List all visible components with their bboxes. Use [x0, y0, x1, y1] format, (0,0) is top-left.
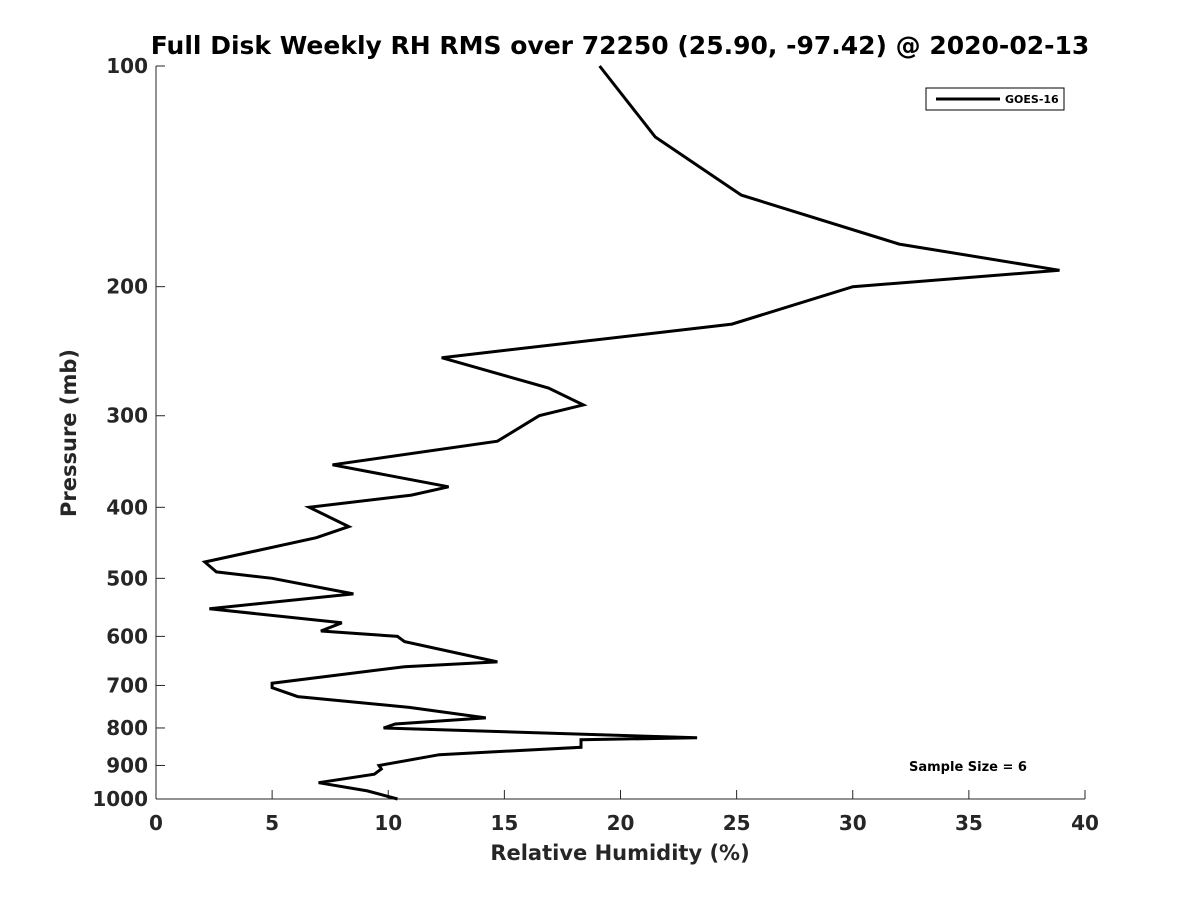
y-tick-label: 100 — [106, 54, 148, 78]
y-axis-label: Pressure (mb) — [57, 349, 81, 517]
y-tick-label: 800 — [106, 716, 148, 740]
y-tick-label: 700 — [106, 673, 148, 697]
x-tick-label: 0 — [149, 811, 163, 835]
axes: 0 5 10 15 20 25 30 35 40 100 200 300 400 500 600 700 800… — [92, 54, 1099, 835]
x-tick-label: 5 — [265, 811, 279, 835]
x-tick-label: 15 — [490, 811, 518, 835]
x-tick-label: 35 — [955, 811, 983, 835]
x-tick-label: 40 — [1071, 811, 1099, 835]
y-tick-label: 200 — [106, 275, 148, 299]
y-tick-label: 500 — [106, 566, 148, 590]
x-tick-label: 30 — [839, 811, 867, 835]
y-tick-label: 300 — [106, 404, 148, 428]
x-tick-label: 10 — [374, 811, 402, 835]
sample-size-annotation: Sample Size = 6 — [909, 760, 1027, 775]
chart-title: Full Disk Weekly RH RMS over 72250 (25.9… — [151, 31, 1090, 60]
y-tick-label: 900 — [106, 753, 148, 777]
x-tick-label: 20 — [607, 811, 635, 835]
series-line-goes-16 — [201, 65, 1060, 801]
x-tick-label: 25 — [723, 811, 751, 835]
series-layer — [201, 65, 1060, 801]
legend-label: GOES-16 — [1005, 93, 1059, 106]
y-tick-label: 600 — [106, 624, 148, 648]
x-axis-label: Relative Humidity (%) — [490, 841, 749, 865]
y-tick-label: 400 — [106, 495, 148, 519]
legend: GOES-16 — [925, 87, 1065, 111]
y-tick-label: 1000 — [92, 787, 148, 811]
